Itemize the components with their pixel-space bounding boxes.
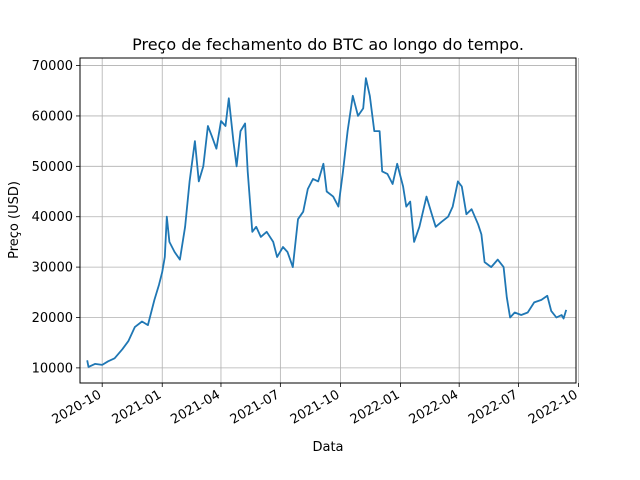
plot-area (86, 77, 568, 368)
chart-title: Preço de fechamento do BTC ao longo do t… (132, 35, 524, 54)
y-tick-label: 70000 (32, 59, 73, 74)
y-tick-label: 60000 (32, 109, 73, 124)
y-tick-label: 20000 (32, 311, 73, 326)
y-axis: 10000 20000 30000 40000 50000 60000 70000 (32, 59, 80, 376)
price-line (86, 77, 568, 368)
y-tick-label: 10000 (32, 361, 73, 376)
plot-frame (79, 57, 577, 384)
y-tick-label: 50000 (32, 160, 73, 175)
y-axis-label: Preço (USD) (7, 181, 22, 259)
y-tick-label: 30000 (32, 261, 73, 276)
y-tick-label: 40000 (32, 210, 73, 225)
x-axis-label: Data (312, 440, 343, 455)
